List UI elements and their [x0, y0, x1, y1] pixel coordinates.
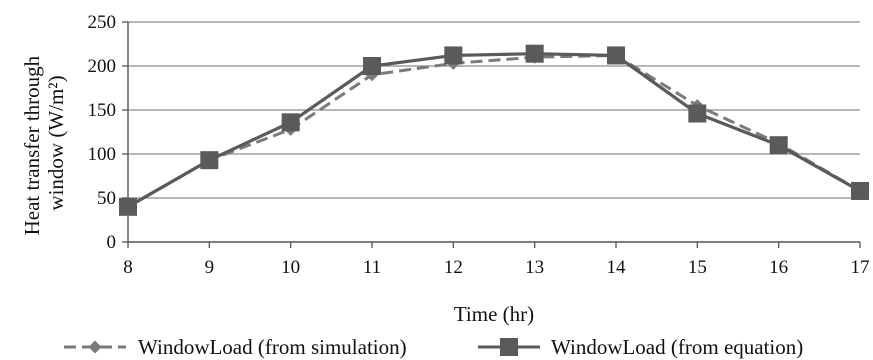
y-tick-label: 50: [97, 188, 116, 209]
series-line: [127, 53, 861, 209]
y-axis-label-line-2: window (W/m²): [44, 75, 68, 210]
data-point-square: [363, 57, 381, 75]
data-point-square: [851, 181, 869, 200]
data-point-square: [119, 197, 137, 216]
y-axis-label-line-1: Heat transfer through: [20, 55, 44, 235]
x-tick-labels: 8 9 10 11 12 13 14 15 16 17: [123, 257, 869, 278]
x-tick-label: 15: [688, 257, 707, 278]
y-tick-label: 150: [88, 100, 117, 121]
x-tick-label: 12: [444, 257, 463, 278]
x-tick-label: 17: [851, 257, 870, 278]
x-tick-label: 14: [607, 257, 627, 278]
data-point-square: [607, 46, 625, 65]
x-tick-label: 8: [123, 257, 133, 278]
data-point-square: [444, 46, 463, 65]
legend-marker: [500, 338, 518, 356]
series-equation: [119, 44, 869, 216]
legend: WindowLoad (from simulation) WindowLoad (…: [64, 335, 803, 359]
y-tick-label: 250: [88, 12, 117, 33]
legend-entry: WindowLoad (from simulation): [64, 335, 407, 359]
x-tick-label: 16: [769, 257, 788, 278]
y-axis-label: Heat transfer through window (W/m²): [20, 51, 68, 236]
x-axis-label: Time (hr): [454, 302, 534, 326]
y-tick-label: 200: [88, 56, 117, 77]
legend-label: WindowLoad (from equation): [551, 335, 803, 359]
data-point-square: [525, 44, 544, 63]
data-series: [119, 44, 869, 216]
x-tick-label: 11: [363, 257, 381, 278]
y-tick-labels: 0 50 100 150 200 250: [88, 12, 117, 253]
gridlines: [128, 21, 860, 199]
x-tick-label: 13: [525, 257, 544, 278]
data-point-square: [281, 113, 300, 132]
legend-label: WindowLoad (from simulation): [138, 335, 407, 359]
legend-marker: [88, 340, 102, 354]
y-tick-label: 0: [107, 232, 117, 253]
data-point-square: [200, 151, 219, 170]
x-tick-label: 10: [281, 257, 300, 278]
x-tick-label: 9: [205, 257, 215, 278]
series-line: [127, 52, 861, 209]
series-simulation: [121, 48, 867, 214]
y-tick-label: 100: [88, 144, 117, 165]
data-point-square: [769, 136, 788, 155]
legend-entry: WindowLoad (from equation): [478, 335, 803, 359]
data-point-square: [688, 104, 707, 123]
